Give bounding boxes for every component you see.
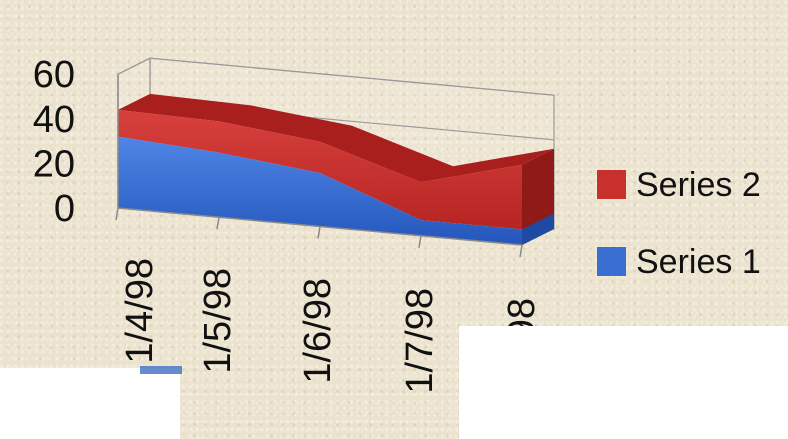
x-tick-mark [317, 226, 321, 239]
legend-swatch [597, 170, 626, 199]
x-tick-mark [216, 217, 220, 230]
y-tick-label: 0 [54, 188, 75, 230]
gridline-side [117, 57, 151, 75]
x-tick-mark [519, 244, 523, 258]
blue-smudge [140, 366, 182, 374]
legend-label: Series 1 [636, 243, 761, 281]
series-1-end-cap [522, 213, 554, 245]
series-2-top-surface [118, 93, 554, 183]
legend-label: Series 2 [636, 166, 761, 204]
white-overlay-right [459, 326, 788, 439]
axes [115, 74, 523, 258]
white-overlay-left [0, 368, 180, 439]
x-tick-mark [115, 207, 119, 221]
gridline [149, 57, 555, 96]
x-tick-mark [418, 235, 422, 248]
series-areas [118, 93, 554, 245]
legend-swatch [597, 247, 626, 276]
y-tick-label: 60 [33, 54, 75, 96]
legend: Series 2 Series 1 [597, 166, 761, 281]
x-tick-label: 1/5/98 [197, 268, 239, 374]
series-2-area [118, 109, 522, 230]
series-1-area [118, 136, 522, 245]
x-tick-label: 1/7/98 [399, 288, 441, 394]
x-tick-label: 1/6/98 [297, 278, 339, 384]
y-tick-label: 40 [33, 99, 75, 141]
y-tick-label: 20 [33, 143, 75, 185]
x-tick-label: 1/4/98 [119, 258, 161, 364]
